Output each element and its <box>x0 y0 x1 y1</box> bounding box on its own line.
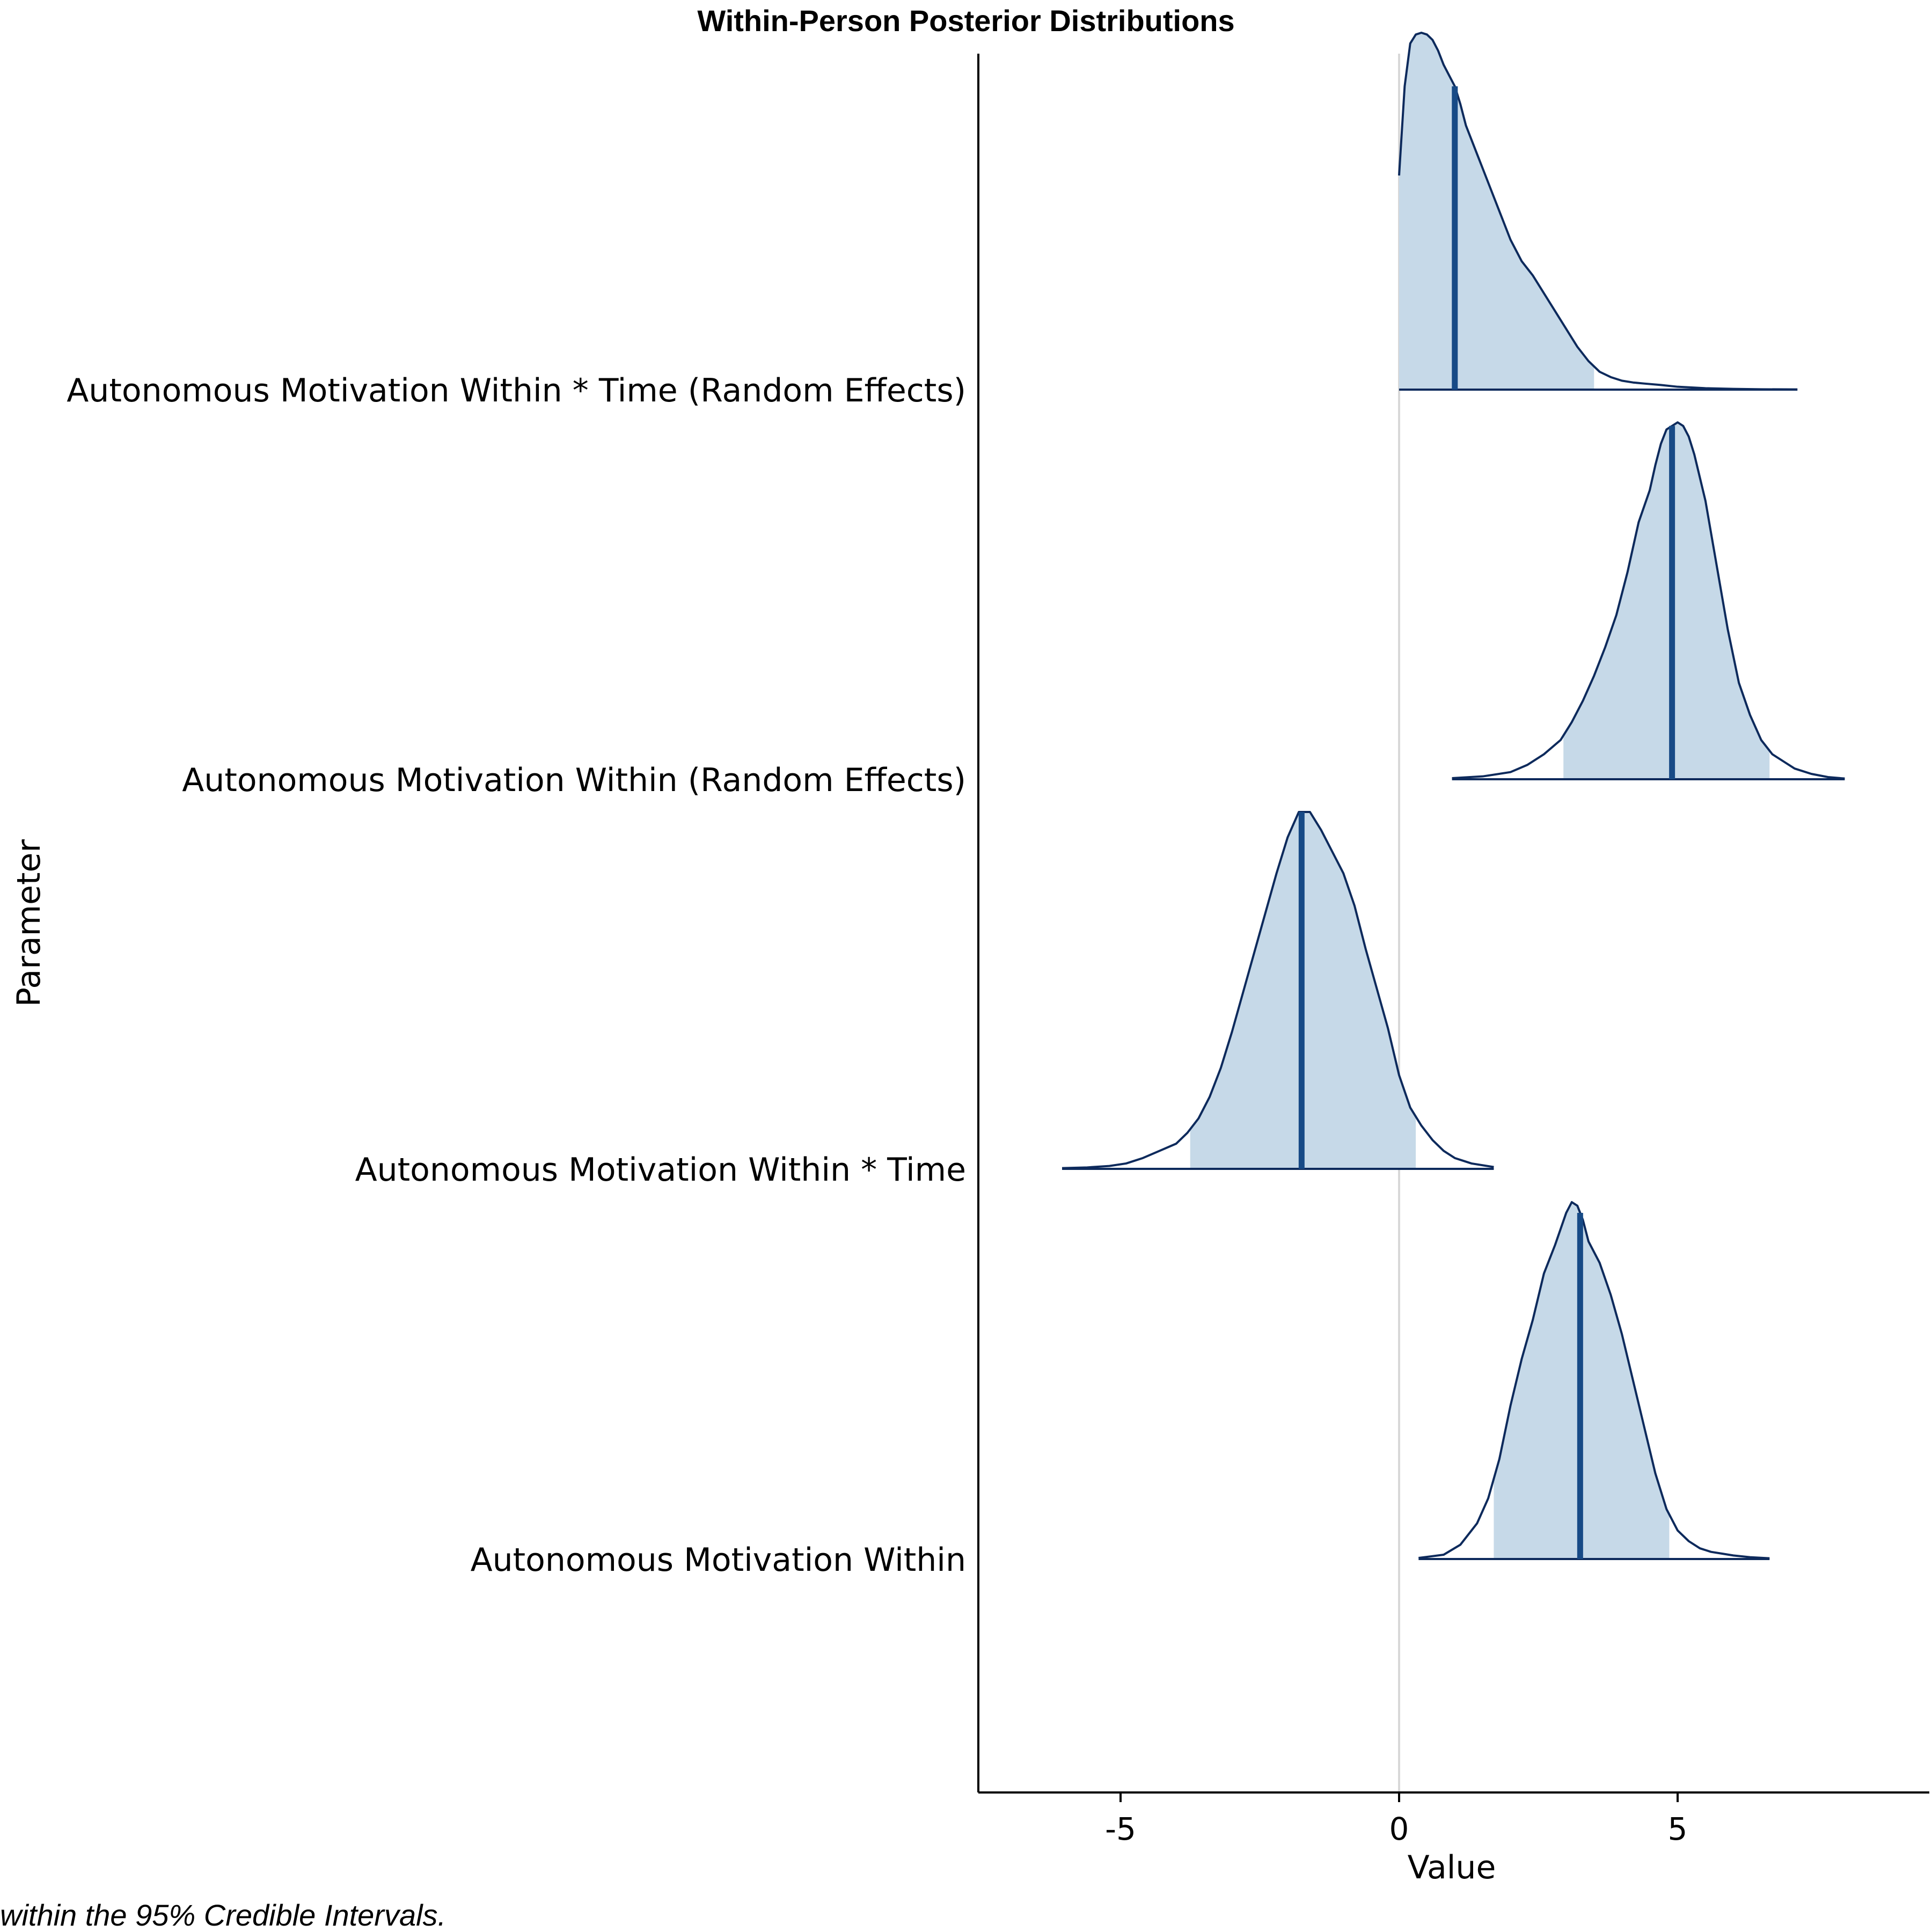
y-category-label: Autonomous Motivation Within <box>471 1541 966 1579</box>
x-axis-ticks: -5 0 5 <box>1105 1792 1687 1847</box>
y-axis-title: Parameter <box>10 839 48 1007</box>
credible-interval-area <box>1399 33 1594 390</box>
ridge-4 <box>1398 32 1798 391</box>
ridge-1 <box>1418 1201 1770 1560</box>
x-tick-label: 0 <box>1389 1811 1409 1847</box>
plot-area <box>1062 32 1845 1792</box>
ridge-3 <box>1452 421 1845 780</box>
ridges <box>1062 32 1845 1560</box>
credible-interval-area <box>1563 422 1770 779</box>
y-axis: Autonomous Motivation Within Autonomous M… <box>10 54 979 1792</box>
chart-title: Within-Person Posterior Distributions <box>697 4 1234 38</box>
x-axis: -5 0 5 Value <box>978 1791 1929 1886</box>
chart-note: within the 95% Credible Intervals. <box>0 1898 446 1932</box>
density-curve <box>1062 811 1494 1169</box>
x-axis-title: Value <box>1408 1849 1496 1886</box>
x-tick-label: 5 <box>1668 1811 1688 1847</box>
y-axis-labels: Autonomous Motivation Within Autonomous M… <box>67 372 966 1579</box>
x-tick-label: -5 <box>1105 1811 1136 1847</box>
density-curve <box>1398 32 1798 391</box>
y-category-label: Autonomous Motivation Within * Time <box>355 1151 966 1189</box>
y-category-label: Autonomous Motivation Within (Random Eff… <box>182 762 966 799</box>
ridge-2 <box>1062 811 1494 1170</box>
y-category-label: Autonomous Motivation Within * Time (Ran… <box>67 372 966 409</box>
density-curve <box>1418 1201 1770 1560</box>
